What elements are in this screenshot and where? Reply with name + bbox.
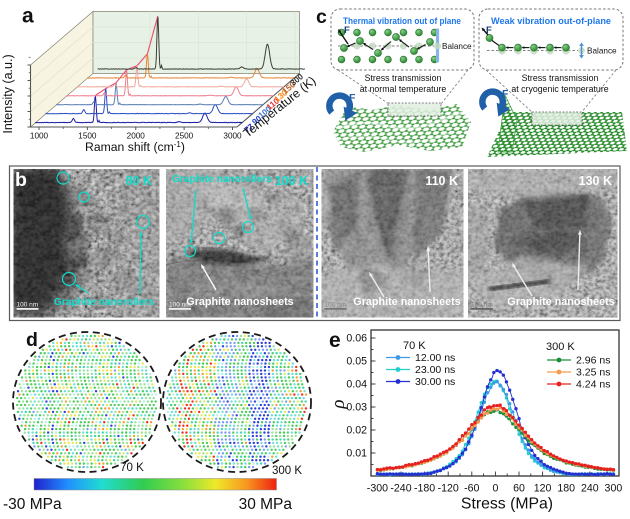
svg-text:at cryogenic temperature: at cryogenic temperature (511, 84, 608, 94)
svg-text:100 K: 100 K (275, 174, 308, 188)
svg-text:30 MPa: 30 MPa (239, 496, 293, 513)
svg-text:Graphite nanorollers: Graphite nanorollers (54, 297, 155, 308)
svg-text:100 nm: 100 nm (169, 302, 191, 309)
svg-text:300 K: 300 K (272, 465, 302, 477)
svg-text:-60: -60 (464, 483, 479, 495)
svg-text:0.02: 0.02 (346, 425, 367, 437)
svg-text:30.00 ns: 30.00 ns (415, 376, 455, 388)
svg-text:1000: 1000 (30, 132, 49, 141)
svg-text:-30 MPa: -30 MPa (3, 496, 62, 513)
svg-text:Stress transmission: Stress transmission (522, 73, 599, 83)
svg-text:2.96 ns: 2.96 ns (576, 355, 610, 367)
svg-text:Intensity (a.u.): Intensity (a.u.) (1, 54, 15, 133)
svg-text:3.25 ns: 3.25 ns (576, 367, 610, 379)
svg-text:F: F (349, 92, 356, 104)
svg-text:Graphite nanosheets: Graphite nanosheets (186, 296, 293, 308)
svg-text:300 K: 300 K (546, 341, 575, 353)
svg-text:Graphite nanorollers: Graphite nanorollers (172, 174, 273, 185)
svg-text:4.24 ns: 4.24 ns (576, 379, 610, 391)
svg-text:F: F (344, 25, 350, 36)
svg-text:Raman shift (cm-1): Raman shift (cm-1) (85, 140, 185, 155)
svg-text:180: 180 (557, 483, 575, 495)
svg-text:d: d (26, 329, 38, 351)
svg-text:100 nm: 100 nm (17, 302, 39, 309)
svg-text:80 K: 80 K (126, 174, 152, 188)
svg-text:-120: -120 (438, 483, 459, 495)
svg-text:60: 60 (513, 483, 525, 495)
svg-text:70 K: 70 K (403, 340, 426, 352)
svg-text:Thermal vibration out of plane: Thermal vibration out of plane (343, 16, 461, 26)
svg-text:Graphite nanosheets: Graphite nanosheets (353, 296, 460, 308)
svg-text:Stress (MPa): Stress (MPa) (461, 496, 553, 513)
svg-text:2500: 2500 (175, 132, 194, 141)
svg-text:0.03: 0.03 (346, 402, 367, 414)
svg-text:Balance: Balance (587, 47, 617, 56)
svg-text:at normal temperature: at normal temperature (360, 84, 447, 94)
svg-text:120: 120 (534, 483, 552, 495)
svg-text:240: 240 (581, 483, 599, 495)
svg-text:12.00 ns: 12.00 ns (415, 352, 455, 364)
svg-text:2000: 2000 (127, 132, 146, 141)
svg-text:23.00 ns: 23.00 ns (415, 364, 455, 376)
svg-text:-180: -180 (414, 483, 435, 495)
svg-text:ρ: ρ (328, 399, 349, 409)
svg-text:100 nm: 100 nm (325, 302, 347, 309)
svg-text:1500: 1500 (78, 132, 97, 141)
svg-text:100 nm: 100 nm (471, 302, 493, 309)
svg-text:Stress transmission: Stress transmission (365, 73, 442, 83)
svg-text:Graphite nanosheets: Graphite nanosheets (507, 296, 614, 308)
svg-text:F: F (486, 25, 492, 36)
svg-text:-300: -300 (367, 483, 388, 495)
svg-text:0: 0 (492, 483, 498, 495)
svg-text:300: 300 (605, 483, 623, 495)
svg-text:110 K: 110 K (425, 174, 458, 188)
svg-text:e: e (329, 329, 341, 352)
svg-text:0.05: 0.05 (346, 356, 367, 368)
svg-text:Balance: Balance (442, 42, 472, 51)
svg-text:Weak vibration out-of-plane: Weak vibration out-of-plane (491, 16, 611, 26)
svg-text:F: F (502, 88, 509, 100)
svg-text:0.04: 0.04 (346, 379, 367, 391)
svg-text:0.06: 0.06 (346, 333, 367, 345)
svg-text:a: a (22, 5, 34, 28)
svg-text:b: b (15, 169, 27, 191)
svg-text:70 K: 70 K (120, 462, 144, 474)
svg-text:-240: -240 (390, 483, 411, 495)
svg-text:0.01: 0.01 (346, 448, 367, 460)
svg-text:c: c (316, 6, 327, 28)
svg-text:130 K: 130 K (579, 174, 612, 188)
svg-text:3000: 3000 (223, 132, 242, 141)
